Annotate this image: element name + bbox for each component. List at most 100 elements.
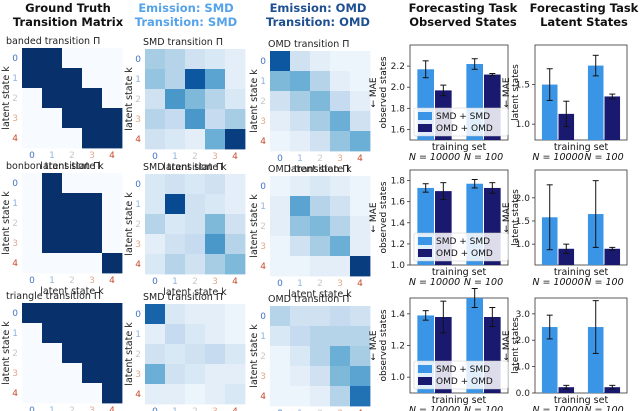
heatmap-cell bbox=[225, 304, 246, 325]
heatmap-cell bbox=[205, 49, 226, 70]
heatmap-cell bbox=[350, 71, 371, 92]
heatmap-cell bbox=[42, 88, 63, 109]
y-axis-label-line2: latent states bbox=[511, 189, 521, 246]
heatmap-cell bbox=[102, 48, 123, 69]
heatmap-cell bbox=[82, 253, 103, 274]
heatmap-ytick: 4 bbox=[12, 259, 18, 269]
heatmap-cell bbox=[42, 68, 63, 89]
heatmap-cell bbox=[310, 386, 331, 407]
heatmap-xtick: 1 bbox=[172, 152, 178, 162]
heatmap-cell bbox=[350, 51, 371, 72]
heatmap-cell bbox=[42, 343, 63, 364]
heatmap-cell bbox=[102, 233, 123, 254]
heatmap-ytick: 0 bbox=[135, 55, 141, 65]
heatmap-cell bbox=[330, 176, 351, 197]
heatmap-xtick: 0 bbox=[29, 151, 35, 161]
x-category-label: N = 10000 bbox=[532, 152, 583, 163]
legend-label: SMD + SMD bbox=[436, 112, 490, 122]
heatmap-xtick: 1 bbox=[297, 154, 303, 164]
heatmap-xtick: 0 bbox=[29, 276, 35, 286]
y-tick-label: 1.0 bbox=[516, 363, 531, 373]
heatmap-cell bbox=[62, 383, 83, 404]
heatmap-cell bbox=[270, 71, 291, 92]
heatmap-cell bbox=[205, 109, 226, 130]
heatmap-cell bbox=[205, 364, 226, 385]
x-category-label: N = 100 bbox=[584, 152, 623, 163]
heatmap-xtick: 0 bbox=[277, 409, 283, 411]
bar-omd bbox=[604, 248, 621, 265]
heatmap-cell bbox=[225, 109, 246, 130]
heatmap-cell bbox=[185, 69, 206, 90]
heatmap-cell bbox=[310, 131, 331, 152]
header-omd-line1: Emission: OMD bbox=[270, 1, 367, 15]
heatmap-cell bbox=[42, 253, 63, 274]
heatmap-xlabel: latent state k bbox=[40, 161, 104, 172]
heatmap-title: OMD transition Π bbox=[268, 39, 349, 50]
heatmap-cell bbox=[225, 254, 246, 275]
heatmap-cell bbox=[225, 214, 246, 235]
bar-omd bbox=[558, 387, 575, 393]
heatmap-ytick: 2 bbox=[135, 220, 141, 230]
heatmap-cell bbox=[290, 51, 311, 72]
heatmap-cell bbox=[102, 343, 123, 364]
heatmap-cell bbox=[62, 173, 83, 194]
heatmap-cell bbox=[102, 128, 123, 149]
heatmap-xlabel: latent state k bbox=[163, 162, 227, 173]
heatmap-xtick: 1 bbox=[49, 151, 55, 161]
heatmap-cell bbox=[165, 384, 186, 405]
heatmap-ylabel: latent state k bbox=[124, 192, 135, 256]
heatmap-cell bbox=[102, 303, 123, 324]
y-tick-label: 0.0 bbox=[516, 389, 531, 399]
heatmap-ytick: 1 bbox=[135, 200, 141, 210]
heatmap-cell bbox=[145, 89, 166, 110]
heatmap-cell bbox=[350, 366, 371, 387]
heatmap-cell bbox=[225, 324, 246, 345]
bar-omd bbox=[604, 96, 621, 140]
legend-swatch bbox=[418, 249, 432, 257]
heatmap-cell bbox=[42, 173, 63, 194]
heatmap-cell bbox=[225, 364, 246, 385]
heatmap-ytick: 4 bbox=[12, 134, 18, 144]
heatmap-ytick: 1 bbox=[260, 77, 266, 87]
heatmap-cell bbox=[310, 256, 331, 277]
heatmap-cell bbox=[290, 216, 311, 237]
heatmap-cell bbox=[62, 88, 83, 109]
heatmap-xtick: 3 bbox=[89, 276, 95, 286]
heatmap-cell bbox=[82, 233, 103, 254]
bar-omd bbox=[604, 387, 621, 393]
heatmap-cell bbox=[62, 68, 83, 89]
heatmap-cell bbox=[270, 306, 291, 327]
legend-label: OMD + OMD bbox=[436, 249, 493, 259]
heatmap-cell bbox=[310, 366, 331, 387]
heatmap-cell bbox=[102, 193, 123, 214]
heatmap-ytick: 2 bbox=[12, 349, 18, 359]
heatmap-cell bbox=[225, 234, 246, 255]
heatmap-cell bbox=[165, 49, 186, 70]
heatmap-cell bbox=[185, 234, 206, 255]
heatmap-cell bbox=[62, 193, 83, 214]
heatmap-cell bbox=[22, 108, 43, 129]
heatmap-cell bbox=[102, 68, 123, 89]
heatmap-cell bbox=[145, 324, 166, 345]
heatmap-cell bbox=[350, 216, 371, 237]
x-axis-label: training set bbox=[554, 142, 609, 153]
heatmap-xtick: 3 bbox=[89, 151, 95, 161]
heatmap-cell bbox=[290, 346, 311, 367]
heatmap-cell bbox=[270, 176, 291, 197]
heatmap-cell bbox=[290, 196, 311, 217]
legend: SMD + SMD OMD + OMD bbox=[413, 107, 509, 137]
heatmap-ytick: 2 bbox=[12, 219, 18, 229]
legend-box bbox=[413, 107, 509, 137]
heatmap-ylabel: latent state k bbox=[1, 191, 12, 255]
heatmap-ytick: 2 bbox=[12, 94, 18, 104]
heatmap-cell bbox=[205, 194, 226, 215]
heatmap-xtick: 1 bbox=[49, 276, 55, 286]
heatmap-cell bbox=[22, 253, 43, 274]
heatmap-cell bbox=[165, 109, 186, 130]
header-omd-line2: Transition: OMD bbox=[266, 15, 370, 29]
heatmap-cell bbox=[145, 129, 166, 150]
heatmap-ytick: 3 bbox=[260, 372, 266, 382]
heatmap-cell bbox=[205, 129, 226, 150]
